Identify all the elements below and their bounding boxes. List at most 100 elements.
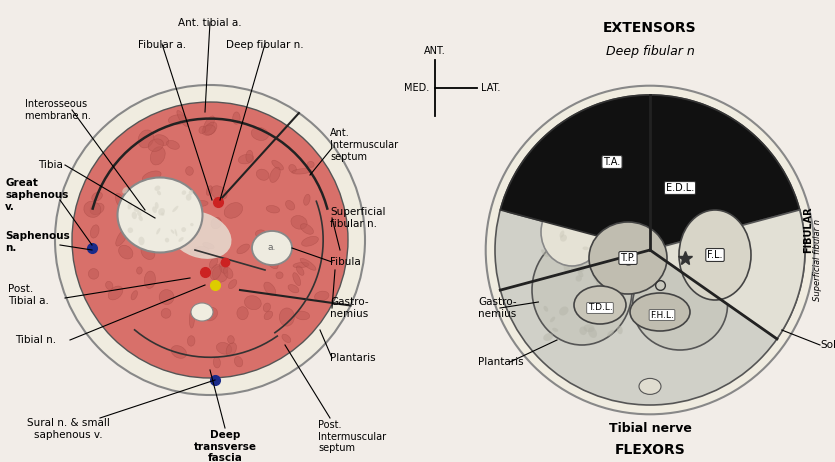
Ellipse shape (263, 303, 271, 312)
Ellipse shape (571, 219, 575, 223)
Ellipse shape (556, 248, 564, 256)
Ellipse shape (593, 207, 595, 213)
Ellipse shape (541, 198, 603, 266)
Ellipse shape (162, 195, 178, 210)
Ellipse shape (216, 342, 232, 354)
Ellipse shape (212, 266, 228, 282)
Text: Deep
transverse
fascia: Deep transverse fascia (194, 430, 256, 462)
Ellipse shape (578, 270, 584, 277)
Ellipse shape (593, 309, 602, 315)
Ellipse shape (134, 206, 139, 212)
Ellipse shape (256, 230, 266, 237)
Text: a.: a. (268, 243, 276, 253)
Ellipse shape (175, 229, 177, 236)
Ellipse shape (301, 224, 313, 234)
Ellipse shape (544, 333, 553, 341)
Ellipse shape (105, 281, 113, 290)
Ellipse shape (213, 357, 220, 368)
Ellipse shape (587, 301, 592, 310)
Ellipse shape (89, 268, 99, 279)
Ellipse shape (264, 311, 273, 320)
Ellipse shape (115, 194, 124, 208)
Ellipse shape (154, 202, 159, 209)
Text: Gastro-
nemius: Gastro- nemius (478, 297, 517, 319)
Circle shape (72, 102, 348, 378)
Ellipse shape (131, 291, 138, 300)
Ellipse shape (237, 307, 248, 320)
Ellipse shape (590, 258, 600, 262)
Ellipse shape (590, 215, 593, 218)
Ellipse shape (264, 253, 278, 269)
Ellipse shape (156, 228, 160, 235)
Ellipse shape (293, 273, 301, 286)
Polygon shape (650, 210, 805, 339)
Text: F.H.L.: F.H.L. (650, 310, 674, 320)
Text: ANT.: ANT. (424, 46, 446, 56)
Ellipse shape (182, 190, 186, 195)
Ellipse shape (186, 194, 191, 201)
Text: MED.: MED. (404, 83, 429, 93)
Ellipse shape (170, 200, 187, 216)
Ellipse shape (190, 247, 209, 256)
Ellipse shape (137, 211, 142, 216)
Ellipse shape (123, 218, 134, 229)
Ellipse shape (544, 306, 549, 312)
Ellipse shape (291, 216, 307, 229)
Ellipse shape (618, 304, 621, 311)
Ellipse shape (593, 220, 599, 225)
Ellipse shape (584, 324, 595, 332)
Ellipse shape (90, 203, 104, 214)
Ellipse shape (252, 231, 292, 265)
Ellipse shape (556, 212, 559, 215)
Ellipse shape (229, 280, 237, 289)
Ellipse shape (588, 212, 591, 216)
Ellipse shape (90, 225, 99, 238)
Ellipse shape (300, 258, 316, 270)
Text: T.D.L.: T.D.L. (588, 304, 612, 312)
Ellipse shape (583, 299, 594, 309)
Text: F.L.: F.L. (707, 250, 723, 260)
Text: Interosseous
membrane n.: Interosseous membrane n. (25, 99, 91, 121)
Ellipse shape (541, 249, 549, 257)
Ellipse shape (205, 122, 217, 135)
Ellipse shape (590, 292, 595, 298)
Ellipse shape (189, 190, 193, 195)
Ellipse shape (202, 125, 215, 135)
Text: Deep fibular n.: Deep fibular n. (226, 40, 304, 50)
Ellipse shape (575, 275, 582, 282)
Text: Plantaris: Plantaris (330, 353, 376, 363)
Ellipse shape (190, 223, 194, 226)
Ellipse shape (307, 161, 314, 168)
Ellipse shape (226, 343, 236, 356)
Ellipse shape (551, 219, 556, 224)
Ellipse shape (630, 293, 690, 331)
Ellipse shape (235, 357, 243, 367)
Text: Soleus: Soleus (820, 340, 835, 350)
Ellipse shape (210, 258, 218, 268)
Ellipse shape (564, 262, 570, 274)
Ellipse shape (203, 243, 215, 249)
Ellipse shape (293, 262, 309, 268)
Ellipse shape (601, 263, 610, 271)
Ellipse shape (169, 115, 187, 125)
Ellipse shape (679, 210, 751, 300)
Ellipse shape (122, 187, 128, 194)
Text: Ant.
Intermuscular
septum: Ant. Intermuscular septum (330, 128, 398, 162)
Ellipse shape (191, 303, 213, 321)
Ellipse shape (137, 267, 142, 274)
Text: Gastro-
nemius: Gastro- nemius (330, 297, 368, 319)
Ellipse shape (583, 247, 589, 250)
Ellipse shape (605, 276, 611, 282)
Ellipse shape (276, 272, 283, 279)
Ellipse shape (577, 225, 581, 231)
Ellipse shape (588, 328, 597, 338)
Ellipse shape (157, 191, 161, 195)
Text: LAT.: LAT. (481, 83, 500, 93)
Ellipse shape (228, 335, 235, 344)
Ellipse shape (151, 206, 167, 217)
Ellipse shape (119, 245, 133, 259)
Ellipse shape (256, 169, 269, 180)
Ellipse shape (203, 307, 218, 321)
Ellipse shape (282, 334, 291, 342)
Text: Fibular a.: Fibular a. (138, 40, 186, 50)
